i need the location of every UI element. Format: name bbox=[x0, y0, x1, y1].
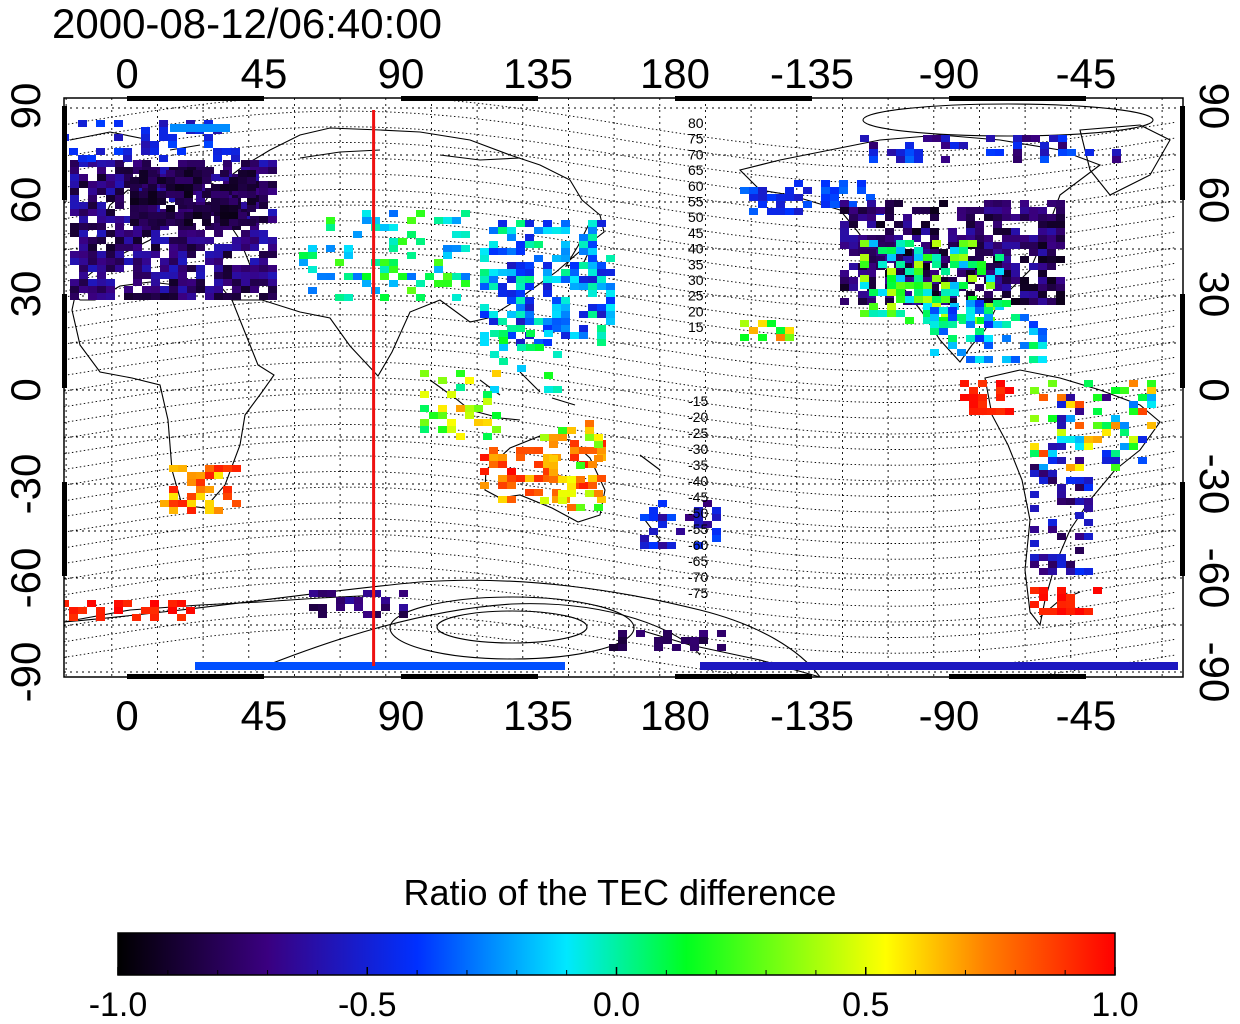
contour-label: -25 bbox=[688, 425, 708, 441]
contour-label: -55 bbox=[688, 521, 708, 537]
right-lat-tick: -90 bbox=[1191, 642, 1238, 703]
contour-label: 20 bbox=[688, 303, 704, 319]
contour-label: 60 bbox=[688, 178, 704, 194]
left-lat-tick: 90 bbox=[2, 83, 49, 130]
top-lon-tick: -135 bbox=[770, 50, 854, 97]
contour-label: 15 bbox=[688, 319, 704, 335]
top-lon-tick: 0 bbox=[115, 50, 138, 97]
frame-tick-bars bbox=[62, 96, 1185, 679]
bottom-lon-tick: 135 bbox=[503, 692, 573, 739]
colorbar-tick-label: 1.0 bbox=[1091, 986, 1138, 1024]
right-lat-tick: 60 bbox=[1191, 177, 1238, 224]
contour-label: 65 bbox=[688, 162, 704, 178]
top-lon-tick: -90 bbox=[919, 50, 980, 97]
bottom-lon-tick: 90 bbox=[378, 692, 425, 739]
left-lat-tick: -60 bbox=[2, 548, 49, 609]
map-title: 2000-08-12/06:40:00 bbox=[52, 0, 442, 47]
contour-label: 35 bbox=[688, 256, 704, 272]
right-lat-tick: 0 bbox=[1191, 378, 1238, 401]
contour-label: -35 bbox=[688, 457, 708, 473]
top-lon-tick: 90 bbox=[378, 50, 425, 97]
contour-label: -45 bbox=[688, 489, 708, 505]
contour-label: 50 bbox=[688, 209, 704, 225]
top-lon-tick: 180 bbox=[640, 50, 710, 97]
contour-label: 45 bbox=[688, 225, 704, 241]
top-lon-tick: 45 bbox=[241, 50, 288, 97]
contour-label: 70 bbox=[688, 146, 704, 162]
top-lon-tick: 135 bbox=[503, 50, 573, 97]
contour-label: 80 bbox=[688, 115, 704, 131]
colorbar-tick-label: 0.0 bbox=[593, 986, 640, 1024]
bottom-lon-tick: -45 bbox=[1056, 692, 1117, 739]
tec-ratio-pixels bbox=[64, 120, 1178, 670]
left-lat-tick: 0 bbox=[2, 378, 49, 401]
colorbar-tick-label: -1.0 bbox=[89, 986, 148, 1024]
right-lat-tick: -30 bbox=[1191, 454, 1238, 515]
bottom-lon-tick: -135 bbox=[770, 692, 854, 739]
colorbar-tick-label: 0.5 bbox=[842, 986, 889, 1024]
contour-label: -75 bbox=[688, 585, 708, 601]
right-lat-tick: -60 bbox=[1191, 548, 1238, 609]
colorbar-ticks: -1.0 -0.5 0.0 0.5 1.0 bbox=[89, 967, 1139, 1024]
right-lat-tick: 90 bbox=[1191, 83, 1238, 130]
left-lat-tick: -90 bbox=[2, 642, 49, 703]
contour-label: -20 bbox=[688, 409, 708, 425]
left-lat-tick: 60 bbox=[2, 177, 49, 224]
contour-label: 25 bbox=[688, 288, 704, 304]
right-lat-tick: 30 bbox=[1191, 271, 1238, 318]
contour-label: 40 bbox=[688, 241, 704, 257]
left-lat-tick: 30 bbox=[2, 271, 49, 318]
bottom-lon-tick: 45 bbox=[241, 692, 288, 739]
contour-label: -40 bbox=[688, 473, 708, 489]
contour-label: -60 bbox=[688, 537, 708, 553]
contour-label: -65 bbox=[688, 553, 708, 569]
bottom-lon-tick: 0 bbox=[115, 692, 138, 739]
contour-label: -50 bbox=[688, 505, 708, 521]
contour-label: -30 bbox=[688, 441, 708, 457]
left-lat-tick: -30 bbox=[2, 454, 49, 515]
top-lon-tick: -45 bbox=[1056, 50, 1117, 97]
bottom-lon-tick: -90 bbox=[919, 692, 980, 739]
contour-label: -70 bbox=[688, 569, 708, 585]
contour-label: 75 bbox=[688, 131, 704, 147]
colorbar-tick-label: -0.5 bbox=[338, 986, 397, 1024]
contour-label: 30 bbox=[688, 272, 704, 288]
contour-label: -15 bbox=[688, 393, 708, 409]
colorbar-title: Ratio of the TEC difference bbox=[403, 872, 837, 913]
bottom-lon-tick: 180 bbox=[640, 692, 710, 739]
contour-label: 55 bbox=[688, 194, 704, 210]
axis-tick-labels: 0 45 90 135 180 -135 -90 -45 0 45 90 135 180 -135 -90 -… bbox=[2, 50, 1238, 739]
